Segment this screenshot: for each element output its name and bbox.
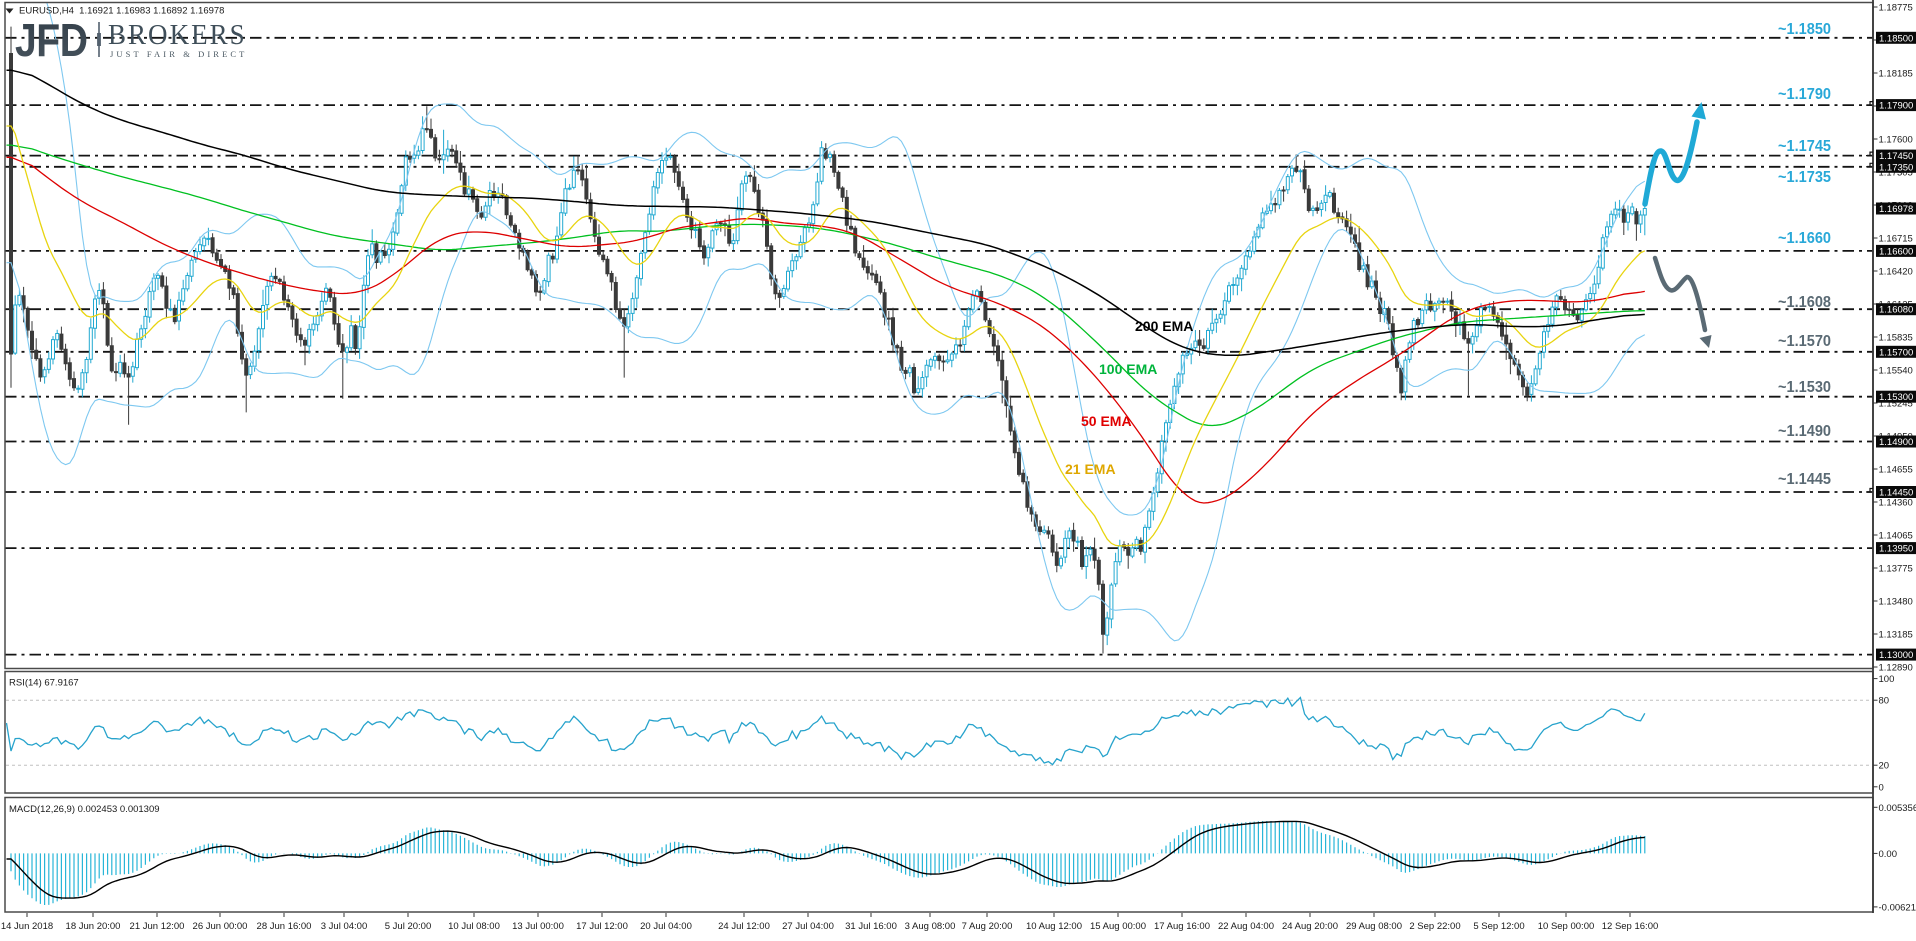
svg-text:0.005356: 0.005356 bbox=[1879, 803, 1916, 814]
svg-text:BROKERS: BROKERS bbox=[108, 19, 247, 51]
svg-text:5 Jul 20:00: 5 Jul 20:00 bbox=[385, 921, 431, 932]
svg-text:1.15835: 1.15835 bbox=[1879, 333, 1913, 344]
svg-text:~1.1608: ~1.1608 bbox=[1778, 294, 1831, 311]
svg-text:50 EMA: 50 EMA bbox=[1081, 413, 1132, 429]
svg-text:15 Aug 00:00: 15 Aug 00:00 bbox=[1090, 921, 1146, 932]
svg-text:1.14900: 1.14900 bbox=[1879, 437, 1913, 448]
svg-text:28 Jun 16:00: 28 Jun 16:00 bbox=[257, 921, 312, 932]
svg-text:1.15700: 1.15700 bbox=[1879, 347, 1913, 358]
svg-text:3 Jul 04:00: 3 Jul 04:00 bbox=[321, 921, 367, 932]
svg-text:1.16715: 1.16715 bbox=[1879, 234, 1913, 245]
svg-text:12 Sep 16:00: 12 Sep 16:00 bbox=[1602, 921, 1659, 932]
svg-text:1.13185: 1.13185 bbox=[1879, 630, 1913, 641]
svg-text:1.15300: 1.15300 bbox=[1879, 392, 1913, 403]
svg-text:5 Sep 12:00: 5 Sep 12:00 bbox=[1473, 921, 1524, 932]
svg-text:80: 80 bbox=[1879, 696, 1890, 707]
svg-text:~1.1530: ~1.1530 bbox=[1778, 379, 1831, 396]
svg-text:20: 20 bbox=[1879, 761, 1890, 772]
svg-text:1.18500: 1.18500 bbox=[1879, 33, 1913, 44]
svg-text:~1.1735: ~1.1735 bbox=[1778, 169, 1831, 186]
svg-text:22 Aug 04:00: 22 Aug 04:00 bbox=[1218, 921, 1274, 932]
svg-text:1.15540: 1.15540 bbox=[1879, 366, 1913, 377]
svg-text:7 Aug 20:00: 7 Aug 20:00 bbox=[962, 921, 1013, 932]
svg-text:1.14450: 1.14450 bbox=[1879, 488, 1913, 499]
svg-text:JFD: JFD bbox=[15, 15, 88, 67]
svg-text:13 Jul 00:00: 13 Jul 00:00 bbox=[512, 921, 564, 932]
svg-text:31 Jul 16:00: 31 Jul 16:00 bbox=[845, 921, 897, 932]
svg-text:1.14655: 1.14655 bbox=[1879, 465, 1913, 476]
svg-text:1.17900: 1.17900 bbox=[1879, 101, 1913, 112]
svg-text:17 Aug 16:00: 17 Aug 16:00 bbox=[1154, 921, 1210, 932]
svg-text:RSI(14) 67.9167: RSI(14) 67.9167 bbox=[9, 678, 79, 689]
svg-text:2 Sep 22:00: 2 Sep 22:00 bbox=[1409, 921, 1460, 932]
svg-text:1.14065: 1.14065 bbox=[1879, 531, 1913, 542]
svg-text:100: 100 bbox=[1879, 674, 1895, 685]
svg-text:MACD(12,26,9) 0.002453 0.00130: MACD(12,26,9) 0.002453 0.001309 bbox=[9, 804, 160, 815]
svg-text:1.13950: 1.13950 bbox=[1879, 544, 1913, 555]
svg-text:-0.006218: -0.006218 bbox=[1879, 902, 1916, 913]
svg-text:1.18185: 1.18185 bbox=[1879, 69, 1913, 80]
svg-text:1.12890: 1.12890 bbox=[1879, 663, 1913, 674]
svg-text:1.16420: 1.16420 bbox=[1879, 267, 1913, 278]
svg-text:1.16600: 1.16600 bbox=[1879, 246, 1913, 257]
svg-text:24 Jul 12:00: 24 Jul 12:00 bbox=[718, 921, 770, 932]
svg-text:1.14360: 1.14360 bbox=[1879, 498, 1913, 509]
svg-text:1.17450: 1.17450 bbox=[1879, 151, 1913, 162]
svg-text:1.16080: 1.16080 bbox=[1879, 305, 1913, 316]
svg-text:29 Aug 08:00: 29 Aug 08:00 bbox=[1346, 921, 1402, 932]
svg-text:1.13775: 1.13775 bbox=[1879, 564, 1913, 575]
svg-text:0.00: 0.00 bbox=[1879, 849, 1898, 860]
svg-text:1.18775: 1.18775 bbox=[1879, 3, 1913, 14]
svg-text:27 Jul 04:00: 27 Jul 04:00 bbox=[782, 921, 834, 932]
svg-text:100 EMA: 100 EMA bbox=[1099, 361, 1157, 377]
svg-text:~1.1570: ~1.1570 bbox=[1778, 333, 1831, 350]
svg-text:1.13000: 1.13000 bbox=[1879, 650, 1913, 661]
svg-text:~1.1850: ~1.1850 bbox=[1778, 21, 1831, 38]
svg-text:1.13480: 1.13480 bbox=[1879, 597, 1913, 608]
svg-text:~1.1490: ~1.1490 bbox=[1778, 423, 1831, 440]
svg-text:3 Aug 08:00: 3 Aug 08:00 bbox=[905, 921, 956, 932]
svg-text:21 EMA: 21 EMA bbox=[1065, 461, 1116, 477]
svg-text:21 Jun 12:00: 21 Jun 12:00 bbox=[130, 921, 185, 932]
svg-text:~1.1790: ~1.1790 bbox=[1778, 86, 1831, 103]
svg-text:10 Aug 12:00: 10 Aug 12:00 bbox=[1026, 921, 1082, 932]
svg-text:26 Jun 00:00: 26 Jun 00:00 bbox=[193, 921, 248, 932]
svg-text:20 Jul 04:00: 20 Jul 04:00 bbox=[640, 921, 692, 932]
svg-text:~1.1745: ~1.1745 bbox=[1778, 138, 1831, 155]
svg-text:JUST FAIR & DIRECT: JUST FAIR & DIRECT bbox=[110, 49, 247, 59]
svg-text:24 Aug 20:00: 24 Aug 20:00 bbox=[1282, 921, 1338, 932]
svg-text:~1.1445: ~1.1445 bbox=[1778, 471, 1831, 488]
svg-text:0: 0 bbox=[1879, 782, 1884, 793]
svg-text:200 EMA: 200 EMA bbox=[1135, 318, 1193, 334]
svg-text:1.17600: 1.17600 bbox=[1879, 135, 1913, 146]
svg-text:~1.1660: ~1.1660 bbox=[1778, 230, 1831, 247]
svg-text:10 Jul 08:00: 10 Jul 08:00 bbox=[448, 921, 500, 932]
svg-text:1.16978: 1.16978 bbox=[1879, 204, 1913, 215]
svg-text:10 Sep 00:00: 10 Sep 00:00 bbox=[1538, 921, 1595, 932]
svg-text:17 Jul 12:00: 17 Jul 12:00 bbox=[576, 921, 628, 932]
svg-text:1.17350: 1.17350 bbox=[1879, 162, 1913, 173]
svg-text:18 Jun 20:00: 18 Jun 20:00 bbox=[66, 921, 121, 932]
svg-text:14 Jun 2018: 14 Jun 2018 bbox=[1, 921, 53, 932]
